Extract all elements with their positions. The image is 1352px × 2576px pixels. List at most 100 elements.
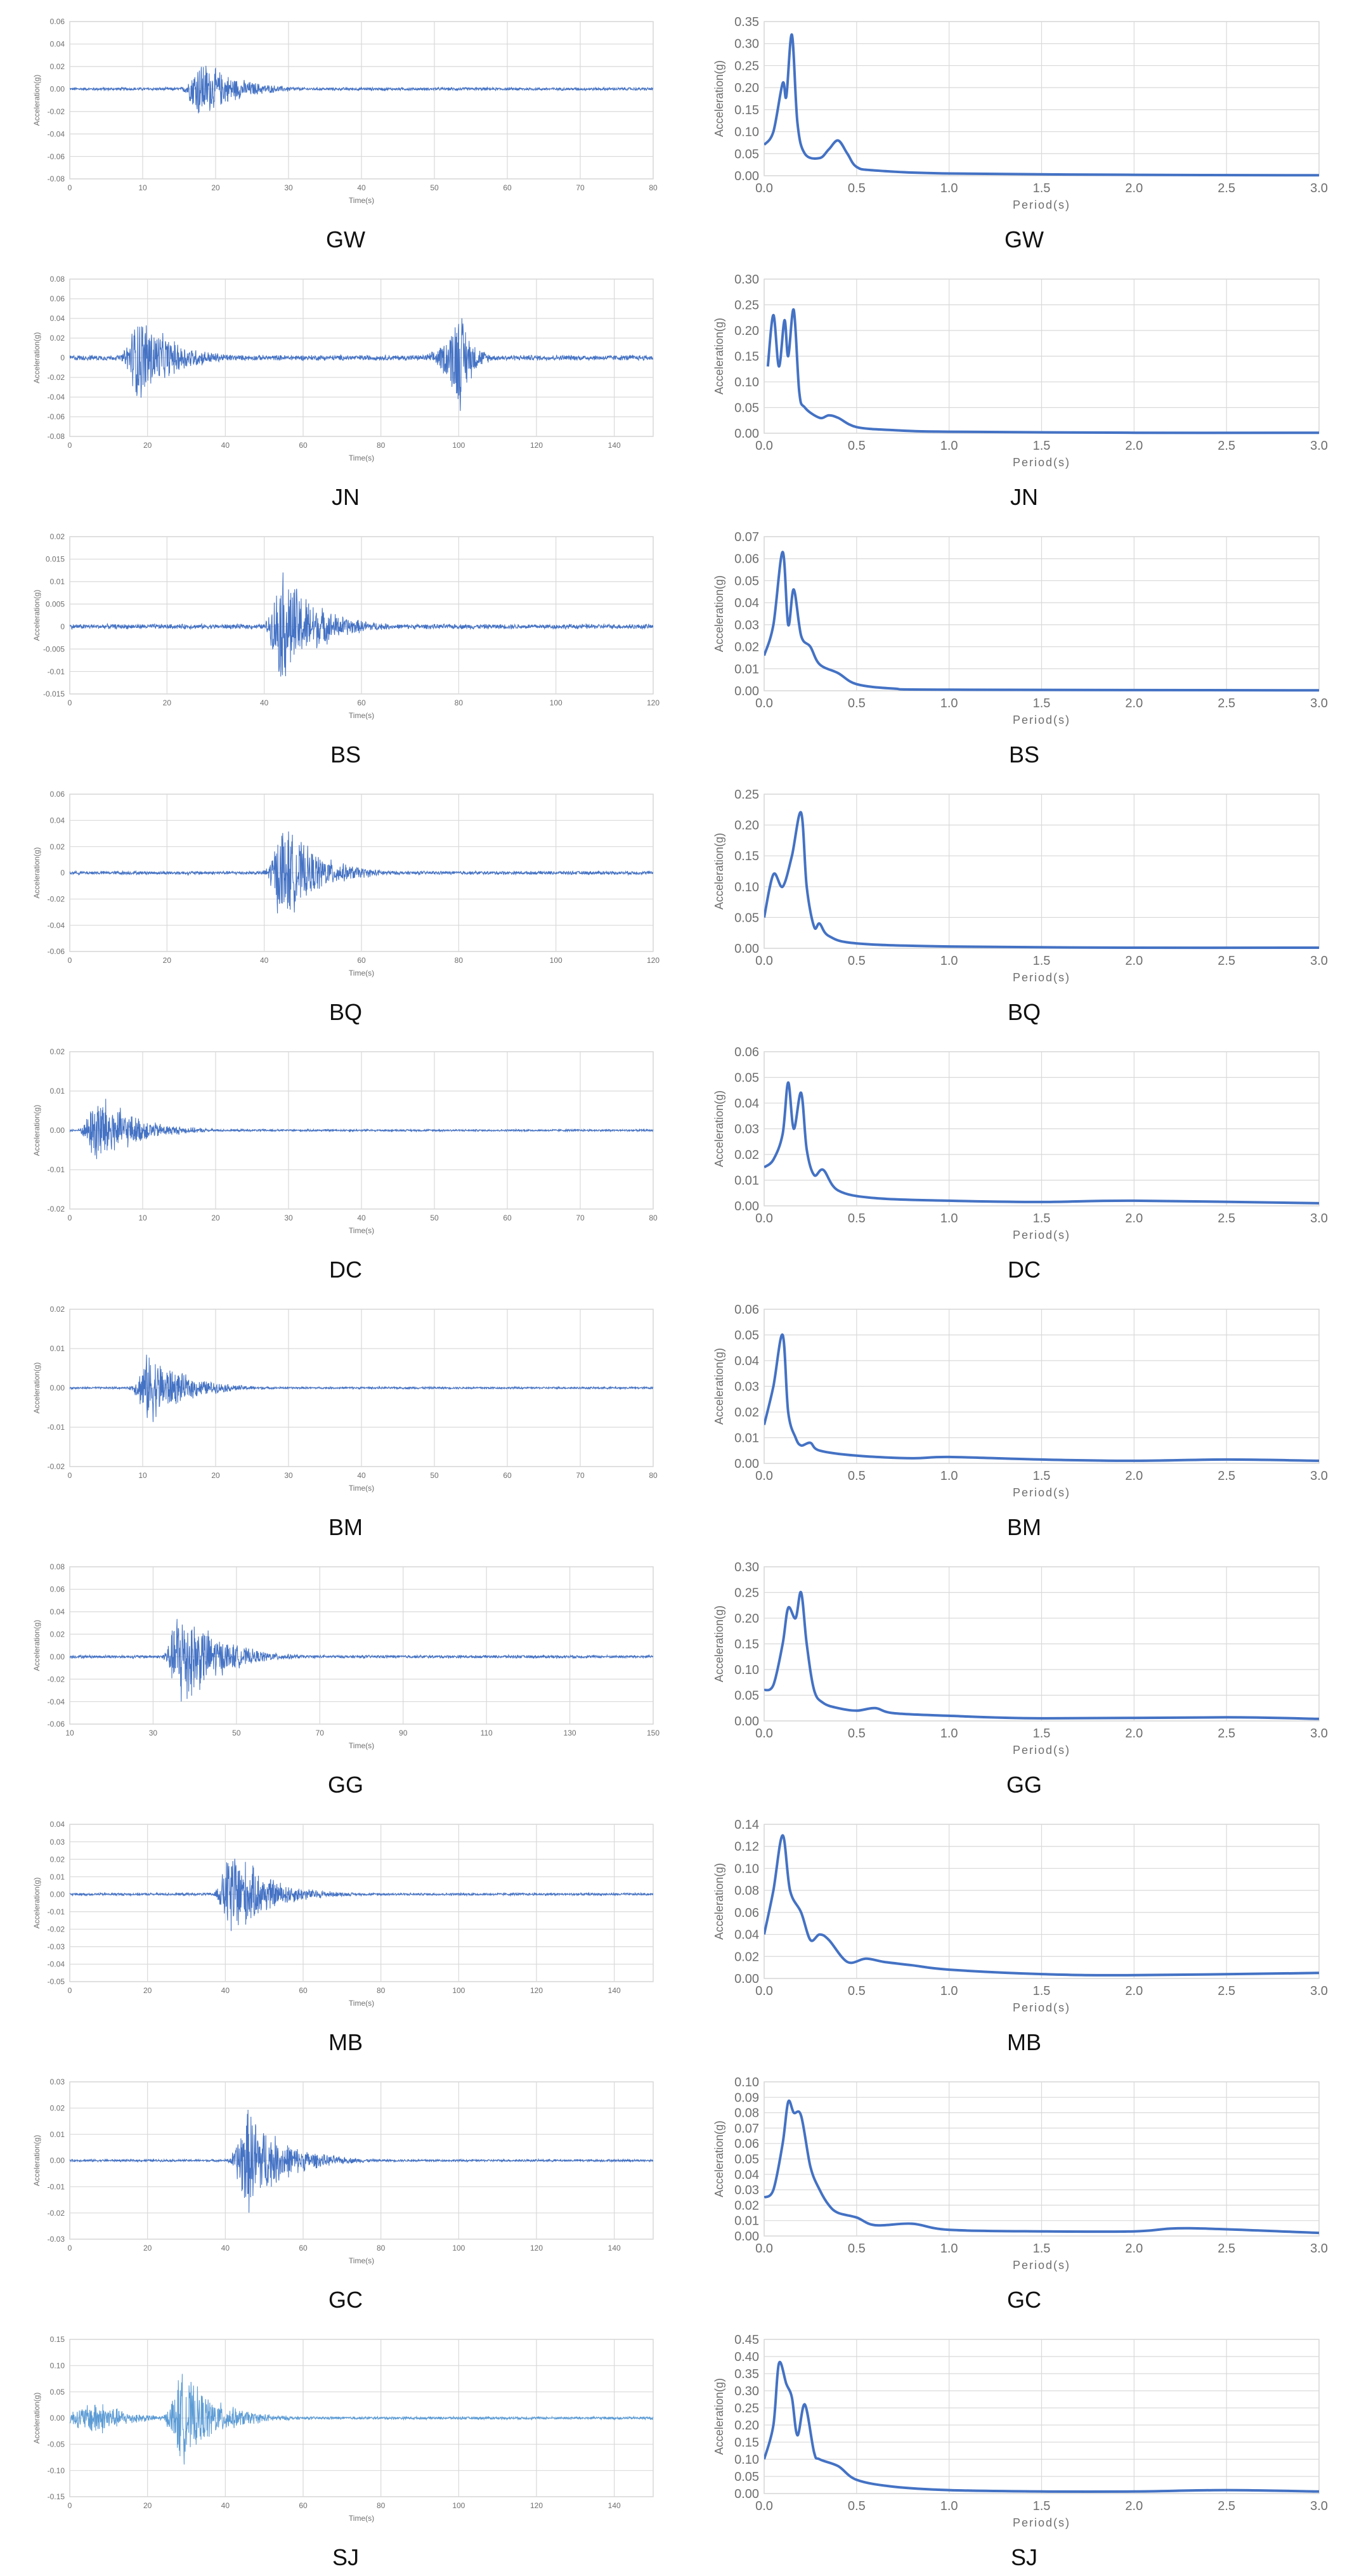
- x-tick-label: 120: [530, 1986, 543, 1995]
- x-tick-label: 80: [455, 956, 464, 965]
- x-tick-label: 100: [550, 698, 562, 707]
- y-tick-label: 0.05: [734, 911, 759, 925]
- y-tick-label: 0.06: [734, 1045, 759, 1059]
- chart-caption: SJ: [25, 2544, 666, 2571]
- x-tick-label: 140: [608, 1986, 621, 1995]
- x-tick-label: 1.0: [940, 2499, 958, 2513]
- y-tick-label: 0: [60, 622, 65, 631]
- x-tick-label: 2.5: [1218, 1727, 1235, 1741]
- x-tick-label: 2.5: [1218, 439, 1235, 453]
- x-tick-label: 20: [163, 698, 172, 707]
- y-tick-label: 0.05: [734, 2153, 759, 2167]
- x-tick-label: 80: [455, 698, 464, 707]
- y-tick-label: 0.15: [734, 1638, 759, 1652]
- x-tick-label: 110: [481, 1729, 493, 1737]
- y-tick-label: -0.01: [48, 1907, 65, 1916]
- x-tick-label: 120: [647, 698, 660, 707]
- y-tick-label: 0: [60, 868, 65, 877]
- y-tick-label: 0.15: [734, 849, 759, 863]
- y-tick-label: -0.005: [43, 644, 65, 653]
- x-tick-label: 90: [399, 1729, 408, 1737]
- y-tick-label: 0.10: [734, 126, 759, 140]
- x-tick-label: 70: [576, 1471, 585, 1480]
- x-tick-label: 2.5: [1218, 1984, 1235, 1998]
- y-axis-label: Acceleration(g): [32, 590, 41, 641]
- y-tick-label: 0.05: [734, 1689, 759, 1703]
- y-tick-label: 0.04: [50, 40, 65, 49]
- y-axis-label: Acceleration(g): [32, 75, 41, 126]
- x-tick-label: 80: [649, 183, 658, 192]
- y-tick-label: 0.05: [734, 1329, 759, 1343]
- y-tick-label: 0.00: [50, 2414, 65, 2422]
- y-tick-label: 0.40: [734, 2350, 759, 2364]
- x-tick-label: 3.0: [1310, 1984, 1328, 1998]
- y-tick-label: -0.04: [48, 393, 65, 402]
- x-axis-label: Time(s): [349, 2256, 374, 2265]
- x-tick-label: 10: [138, 183, 147, 192]
- x-tick-label: 80: [377, 2501, 386, 2510]
- y-tick-label: 0.06: [50, 790, 65, 799]
- y-tick-label: 0.15: [50, 2335, 65, 2344]
- x-tick-label: 1.0: [940, 1212, 958, 1226]
- x-tick-label: 2.5: [1218, 954, 1235, 968]
- x-tick-label: 0: [68, 956, 72, 965]
- y-tick-label: 0.02: [50, 1047, 65, 1056]
- chart-caption: MB: [704, 2029, 1344, 2056]
- chart-svg: 0.040.030.020.010.00-0.01-0.02-0.03-0.04…: [25, 1810, 666, 2026]
- x-axis-label: Period(s): [1013, 456, 1070, 469]
- x-tick-label: 2.0: [1125, 181, 1143, 195]
- x-tick-label: 70: [316, 1729, 325, 1737]
- y-tick-label: 0.08: [734, 2107, 759, 2121]
- x-tick-label: 3.0: [1310, 696, 1328, 710]
- y-tick-label: 0.25: [734, 59, 759, 73]
- y-tick-label: -0.02: [48, 2209, 65, 2218]
- spectrum-line: [768, 310, 1319, 433]
- x-tick-label: 60: [299, 441, 308, 450]
- x-tick-label: 1.5: [1033, 439, 1051, 453]
- y-tick-label: 0.02: [734, 1406, 759, 1420]
- y-axis-label: Acceleration(g): [713, 318, 725, 395]
- x-tick-label: 20: [143, 1986, 152, 1995]
- x-tick-label: 2.0: [1125, 2499, 1143, 2513]
- y-tick-label: -0.03: [48, 1942, 65, 1951]
- y-tick-label: 0.02: [50, 1305, 65, 1314]
- x-tick-label: 0.5: [848, 696, 866, 710]
- y-tick-label: 0.00: [50, 84, 65, 93]
- y-tick-label: 0.04: [734, 1097, 759, 1111]
- x-tick-label: 0: [68, 1986, 72, 1995]
- y-tick-label: 0.08: [734, 1884, 759, 1898]
- y-tick-label: -0.02: [48, 107, 65, 116]
- x-tick-label: 2.0: [1125, 1727, 1143, 1741]
- y-tick-label: -0.06: [48, 152, 65, 161]
- y-tick-label: -0.06: [48, 947, 65, 956]
- x-tick-label: 20: [163, 956, 172, 965]
- x-tick-label: 20: [143, 441, 152, 450]
- y-tick-label: 0.00: [50, 1890, 65, 1899]
- x-tick-label: 0.5: [848, 439, 866, 453]
- y-tick-label: 0.09: [734, 2091, 759, 2105]
- y-tick-label: 0.02: [734, 641, 759, 655]
- x-axis-label: Time(s): [349, 969, 374, 977]
- x-axis-label: Period(s): [1013, 1486, 1070, 1499]
- y-tick-label: 0.20: [734, 81, 759, 95]
- x-tick-label: 100: [452, 2501, 465, 2510]
- y-tick-label: 0.05: [50, 2388, 65, 2396]
- x-tick-label: 70: [576, 183, 585, 192]
- y-tick-label: 0.14: [734, 1818, 759, 1832]
- y-tick-label: 0.04: [734, 596, 759, 610]
- y-tick-label: 0.00: [50, 1652, 65, 1661]
- y-axis-label: Acceleration(g): [32, 2135, 41, 2187]
- y-axis-label: Acceleration(g): [32, 2393, 41, 2444]
- x-tick-label: 50: [232, 1729, 241, 1737]
- x-axis-label: Period(s): [1013, 2001, 1070, 2014]
- y-tick-label: 0.02: [734, 1950, 759, 1964]
- y-tick-label: -0.08: [48, 432, 65, 441]
- y-tick-label: 0.10: [50, 2362, 65, 2370]
- y-tick-label: -0.015: [43, 690, 65, 698]
- y-tick-label: -0.08: [48, 174, 65, 183]
